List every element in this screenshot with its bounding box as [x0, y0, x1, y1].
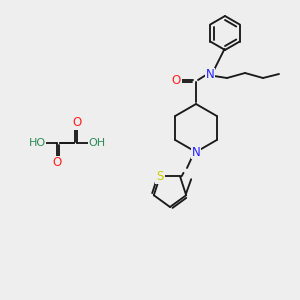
Text: O: O [171, 74, 181, 86]
Text: O: O [72, 116, 82, 130]
Text: HO: HO [28, 138, 46, 148]
Text: S: S [156, 170, 164, 183]
Text: N: N [206, 68, 214, 82]
Text: O: O [52, 157, 62, 169]
Text: OH: OH [88, 138, 106, 148]
Text: N: N [192, 146, 200, 158]
